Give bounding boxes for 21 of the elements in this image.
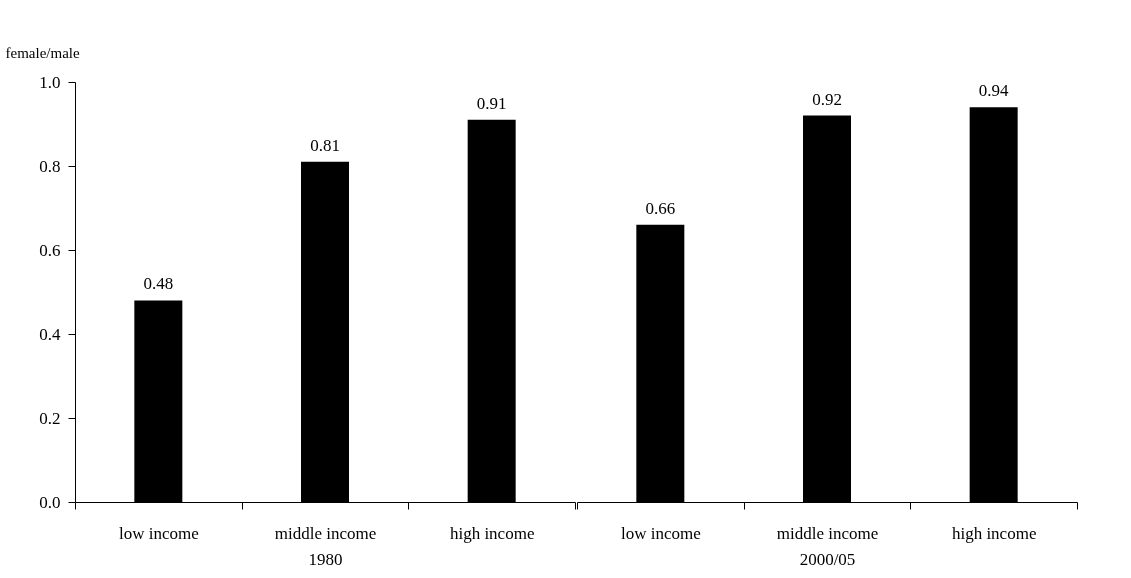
- x-tick-label: high income: [449, 523, 535, 543]
- y-tick-label: 0.4: [39, 324, 61, 344]
- data-label: 0.81: [310, 135, 340, 155]
- y-tick-label: 0.0: [39, 492, 61, 512]
- y-tick-label: 0.6: [39, 240, 61, 260]
- data-label: 0.94: [978, 81, 1010, 101]
- x-axis-title: 2000/05: [799, 549, 856, 569]
- x-axis-title: 1980: [308, 549, 343, 569]
- y-tick-label: 1.0: [39, 72, 61, 92]
- data-label: 0.91: [476, 93, 507, 113]
- data-label: 0.66: [645, 198, 676, 218]
- y-axis-title: female/male: [5, 44, 80, 61]
- y-tick-label: 0.8: [39, 156, 61, 176]
- x-tick-label: middle income: [776, 523, 879, 543]
- x-tick-label: low income: [118, 523, 199, 543]
- x-tick-label: high income: [951, 523, 1037, 543]
- x-tick-label: low income: [620, 523, 701, 543]
- data-label: 0.92: [812, 89, 842, 109]
- data-label: 0.48: [143, 274, 174, 294]
- x-tick-label: middle income: [274, 523, 377, 543]
- y-tick-label: 0.2: [39, 408, 61, 428]
